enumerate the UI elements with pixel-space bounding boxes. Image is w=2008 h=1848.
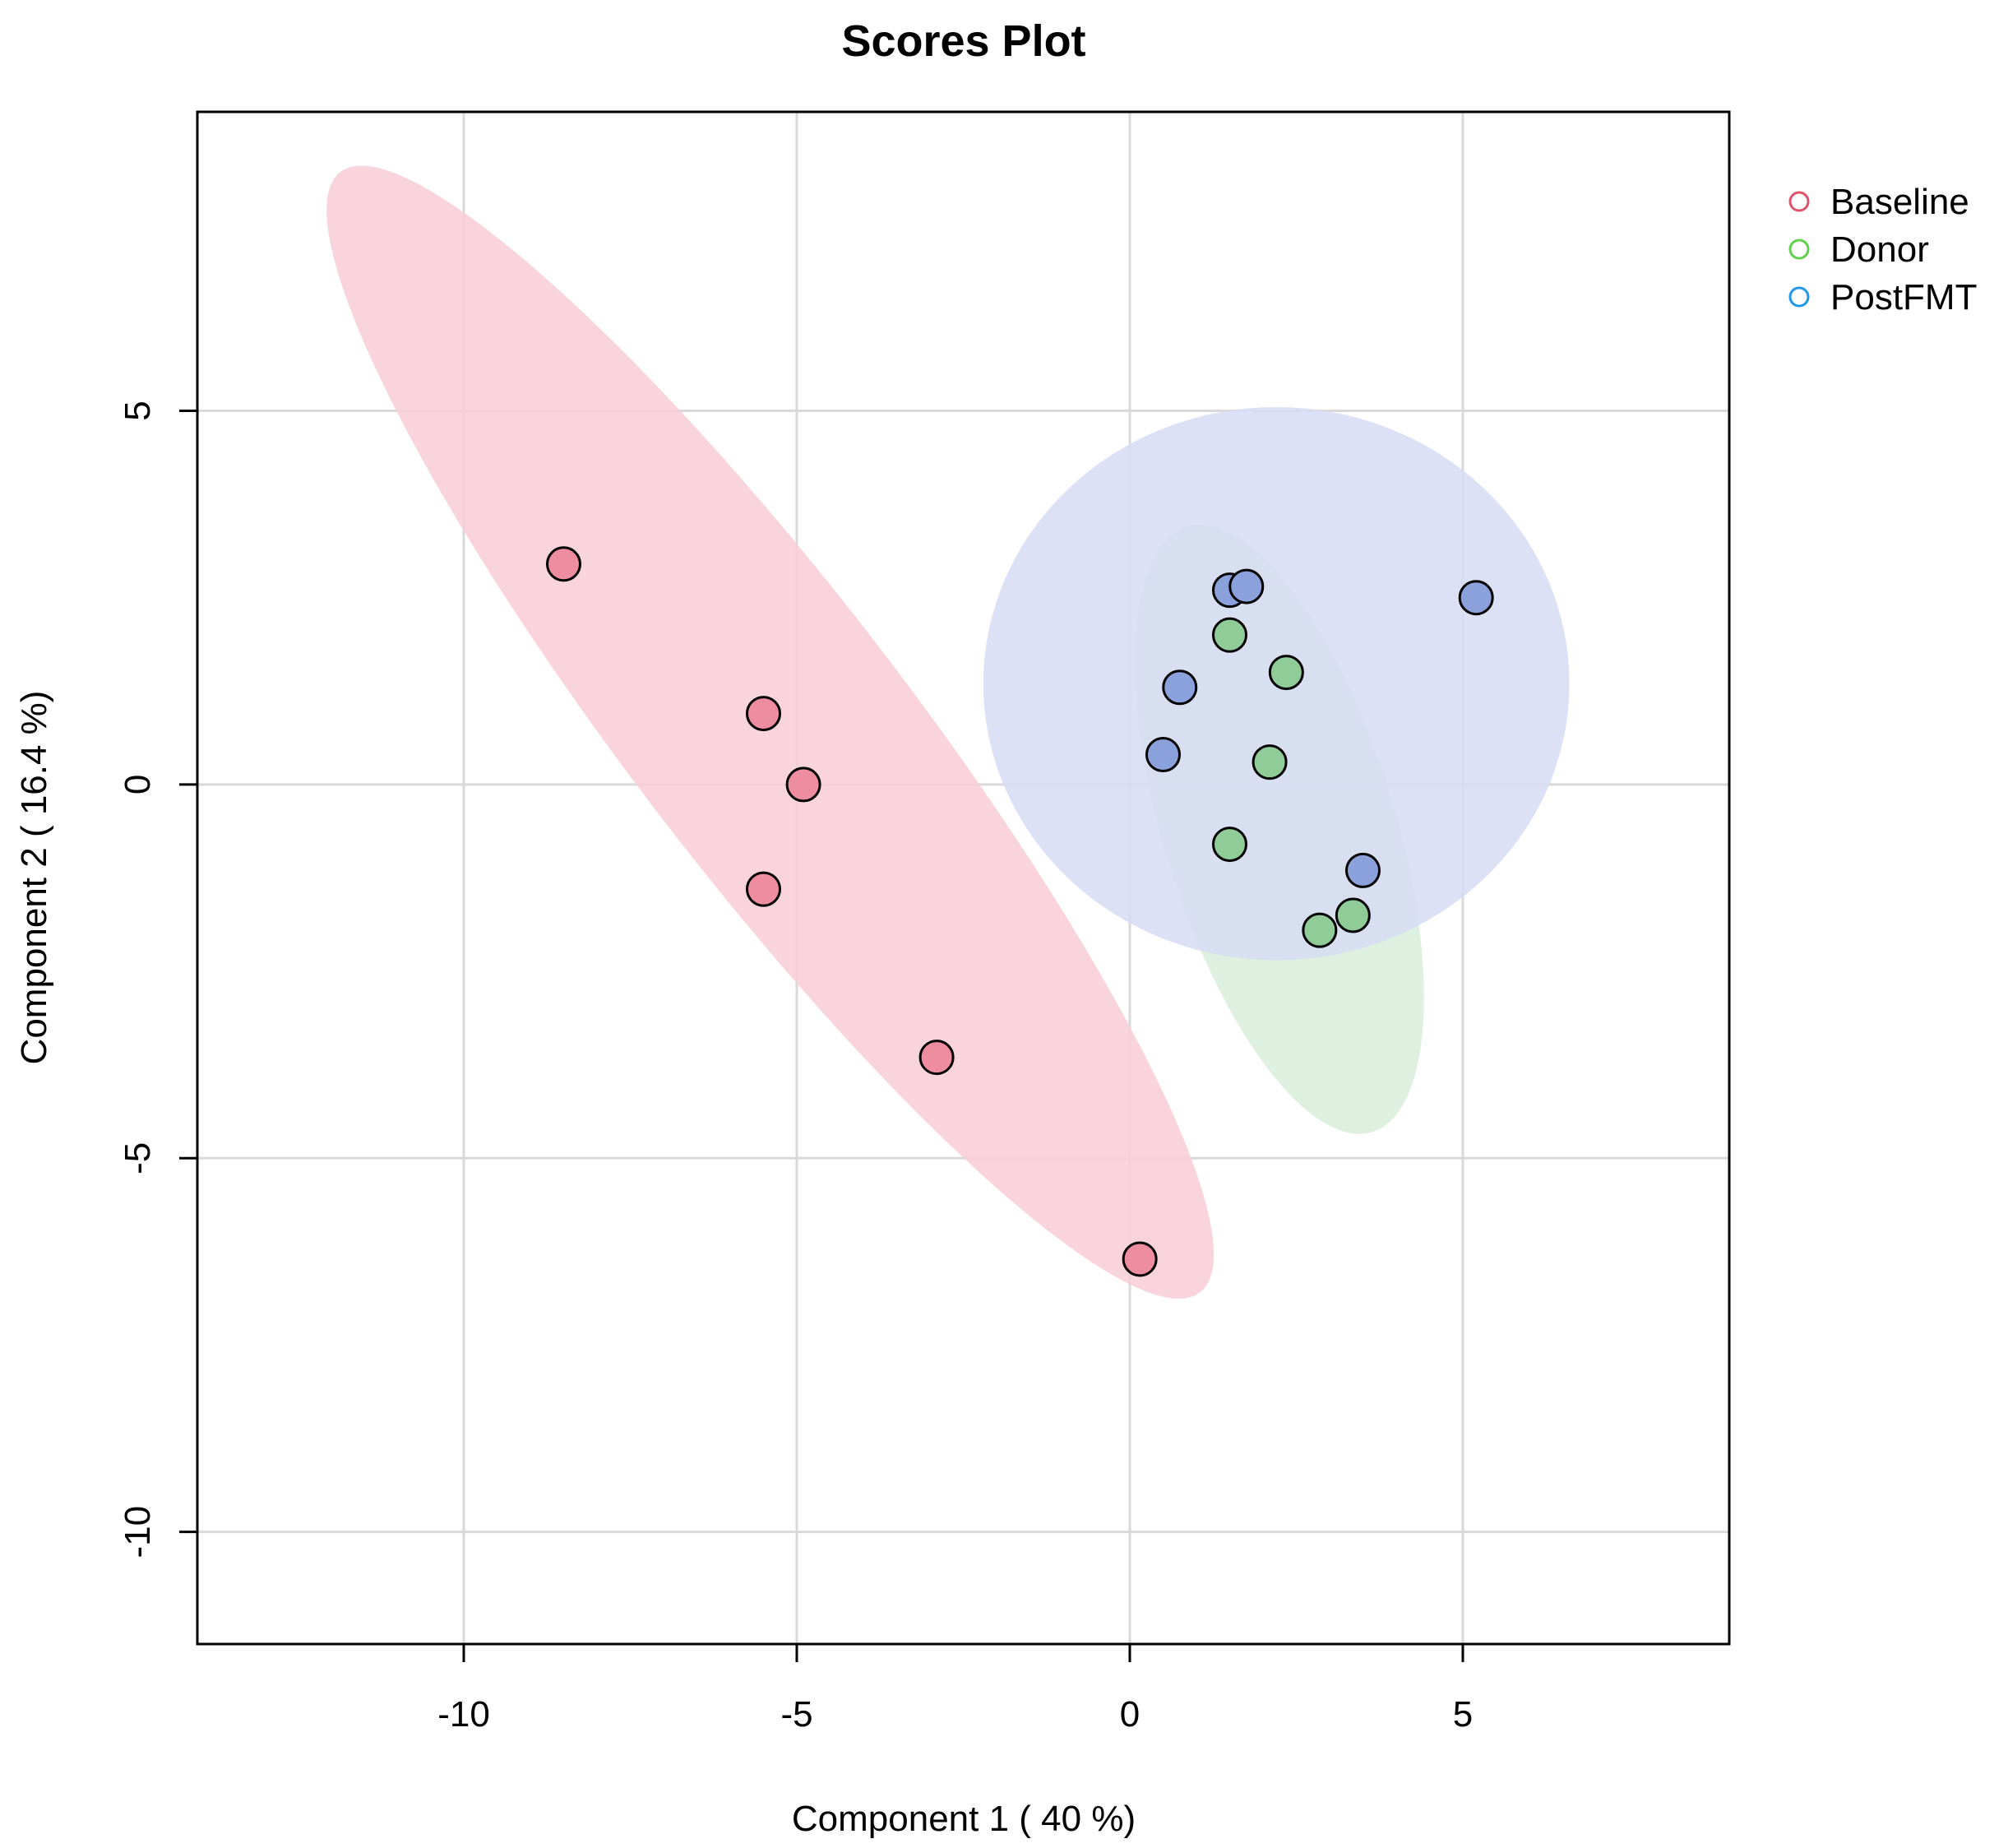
point-baseline-5 (1122, 1241, 1158, 1277)
point-donor-5 (1302, 912, 1338, 948)
legend-label-donor: Donor (1830, 229, 1929, 270)
x-tick-label-1: -5 (780, 1694, 812, 1735)
point-postfmt-5 (1345, 852, 1381, 888)
legend-marker-baseline (1788, 191, 1810, 212)
x-tick-label-2: 0 (1120, 1694, 1140, 1735)
legend: Baseline Donor PostFMT (1788, 182, 1977, 317)
legend-marker-postfmt (1788, 286, 1810, 308)
confidence-ellipses (326, 165, 1570, 1299)
y-axis-title: Component 2 ( 16.4 %) (14, 691, 54, 1065)
x-axis-title: Component 1 ( 40 %) (792, 1799, 1136, 1839)
chart-title: Scores Plot (841, 16, 1085, 66)
point-postfmt-3 (1162, 669, 1198, 706)
y-tick-label-2: 0 (118, 775, 158, 794)
y-tick-label-3: 5 (118, 401, 158, 420)
point-donor-4 (1335, 897, 1371, 933)
y-axis: -10 -5 0 5 (118, 401, 197, 1558)
point-postfmt-2 (1458, 580, 1494, 616)
point-postfmt-1 (1228, 568, 1265, 604)
y-tick-label-0: -10 (118, 1506, 158, 1559)
point-baseline-4 (918, 1040, 955, 1076)
plot-frame (196, 110, 1731, 1646)
point-donor-0 (1212, 617, 1247, 653)
x-axis: -10 -5 0 5 (437, 1644, 1473, 1735)
point-donor-1 (1268, 655, 1304, 691)
point-postfmt-4 (1145, 737, 1181, 773)
legend-label-postfmt: PostFMT (1830, 277, 1977, 317)
point-donor-2 (1252, 744, 1288, 780)
point-donor-3 (1212, 827, 1247, 863)
x-tick-label-0: -10 (437, 1694, 490, 1735)
ellipse-baseline (326, 165, 1215, 1299)
legend-label-baseline: Baseline (1830, 182, 1969, 222)
legend-marker-donor (1788, 239, 1810, 260)
point-baseline-1 (746, 696, 781, 732)
x-tick-label-3: 5 (1453, 1694, 1473, 1735)
point-baseline-3 (746, 871, 781, 907)
point-baseline-2 (785, 767, 821, 803)
point-baseline-0 (546, 546, 581, 582)
y-tick-label-1: -5 (118, 1142, 158, 1174)
score-points (546, 546, 1494, 1277)
